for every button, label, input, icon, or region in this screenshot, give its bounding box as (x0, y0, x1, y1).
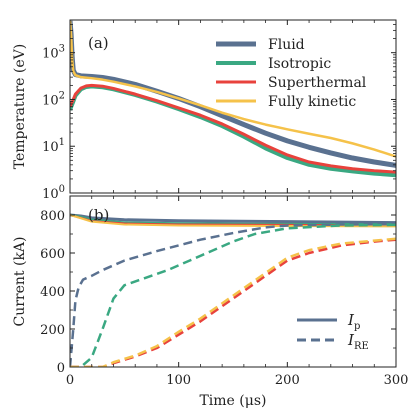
y-tick-label-b-0: 0 (57, 361, 65, 376)
y-tick-label-a-0: 100 (42, 184, 65, 202)
legend-label-b-0: Ip (347, 311, 360, 332)
legend-label-0: Fluid (268, 37, 305, 53)
temperature-lines (70, 20, 396, 178)
y-tick-label-a-1: 101 (42, 137, 65, 155)
y-tick-label-b-4: 800 (40, 209, 65, 224)
y-tick-label-a-3: 103 (42, 44, 65, 62)
current-series-7 (70, 237, 396, 367)
temperature-panel: 100 101 102 103 (a) Temperature (eV) Fluid Isot… (12, 19, 397, 202)
y-axis-label-a: Temperature (eV) (12, 44, 28, 170)
legend-label-2: Superthermal (268, 75, 367, 91)
current-series-4 (70, 222, 396, 367)
current-series-6 (70, 238, 396, 367)
temperature-legend: Fluid Isotropic Superthermal Fully kinetic (216, 37, 367, 110)
legend-label-1: Isotropic (268, 56, 331, 72)
x-tick-label-2: 200 (275, 373, 300, 388)
panel-label-b: (b) (88, 206, 109, 224)
temperature-series-2 (70, 83, 396, 174)
legend-label-b-1: IRE (347, 331, 369, 352)
current-panel: 0 200 400 600 800 0 100 200 300 (b) Current (kA) Ti… (12, 195, 409, 409)
panel-b-frame (69, 195, 397, 368)
y-tick-label-a-2: 102 (42, 90, 65, 108)
legend-label-3: Fully kinetic (268, 94, 356, 110)
panel-label-a: (a) (88, 34, 109, 52)
current-series-5 (70, 223, 396, 367)
y-tick-label-b-2: 400 (40, 285, 65, 300)
x-tick-label-0: 0 (66, 373, 74, 388)
x-tick-label-1: 100 (166, 373, 191, 388)
y-tick-label-b-3: 600 (40, 247, 65, 262)
y-tick-label-b-1: 200 (40, 323, 65, 338)
current-lines (70, 213, 396, 367)
x-tick-label-3: 300 (384, 373, 409, 388)
y-axis-label-b: Current (kA) (12, 236, 28, 326)
x-axis-label: Time (μs) (199, 393, 266, 409)
temperature-series-3 (70, 20, 396, 158)
